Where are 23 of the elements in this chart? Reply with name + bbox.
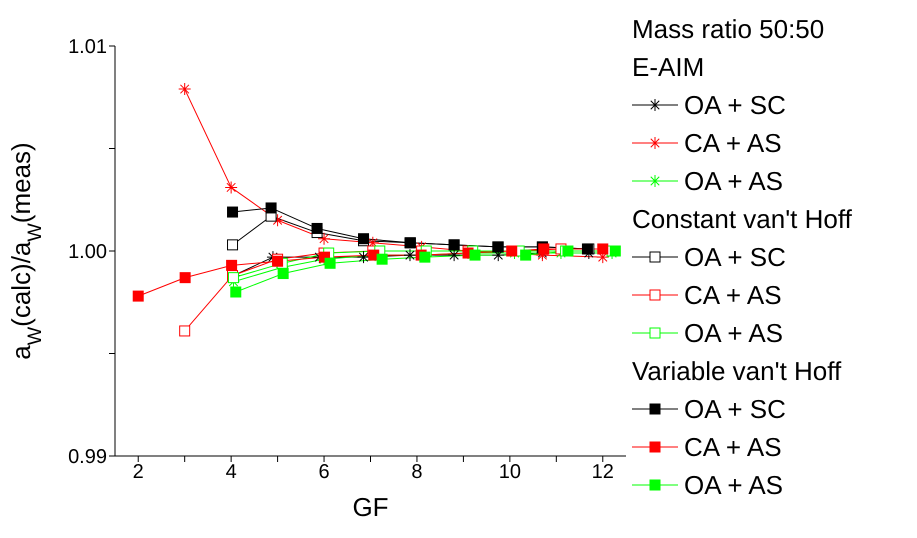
y-tick-label: 1.00 — [68, 241, 107, 264]
x-tick-label: 2 — [132, 461, 144, 484]
legend-label: CA + AS — [684, 431, 782, 464]
x-tick-label: 4 — [226, 461, 237, 484]
legend-label: OA + SC — [684, 89, 786, 122]
legend-label: CA + AS — [684, 127, 782, 160]
text: Variable van't Hoff — [632, 355, 842, 388]
x-tick-label: 10 — [498, 461, 521, 484]
text: E-AIM — [632, 51, 706, 84]
y-tick-label: 1.01 — [68, 36, 107, 58]
legend-label: OA + AS — [684, 469, 784, 502]
legend-label: OA + SC — [684, 393, 786, 426]
legend-label: CA + AS — [684, 279, 782, 312]
x-tick-label: 12 — [592, 461, 614, 484]
legend-label: OA + AS — [684, 165, 784, 198]
x-tick-label: 8 — [411, 461, 423, 484]
legend-label: OA + AS — [684, 317, 784, 350]
x-axis-title: GF — [352, 492, 389, 522]
x-tick-label: 6 — [318, 461, 330, 484]
y-tick-label: 0.99 — [68, 446, 107, 468]
legend-title: Mass ratio 50:50 — [632, 13, 826, 46]
text: Constant van't Hoff — [632, 203, 853, 236]
legend-label: OA + SC — [684, 241, 786, 274]
